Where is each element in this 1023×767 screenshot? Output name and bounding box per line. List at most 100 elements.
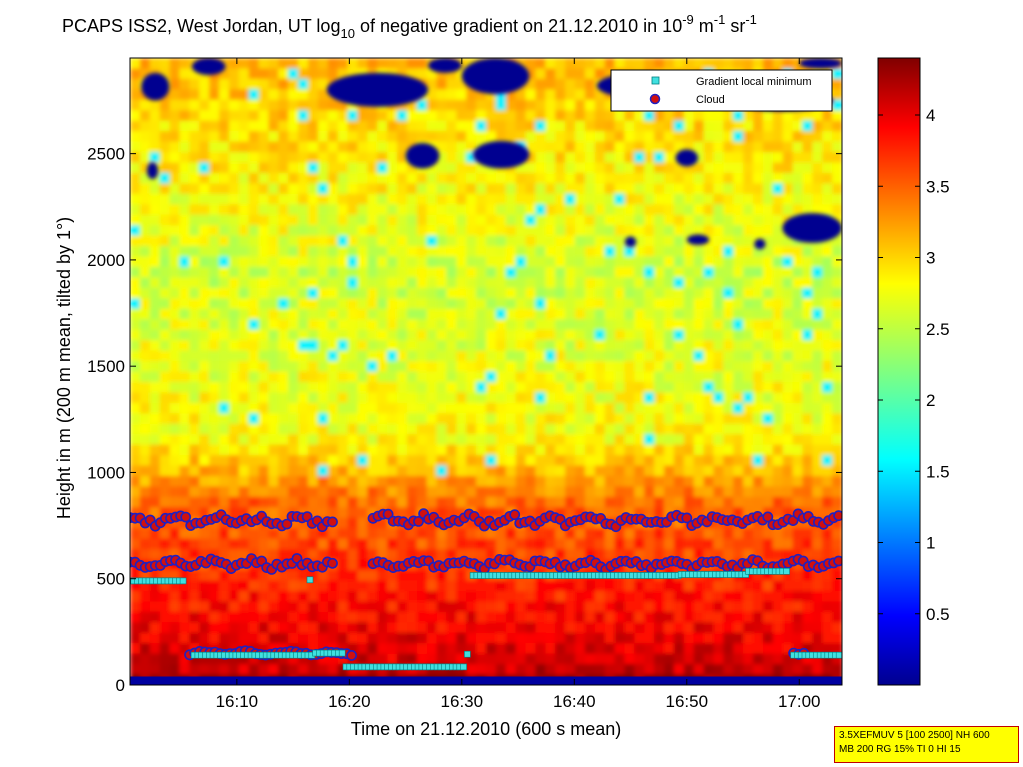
heatmap-cell xyxy=(258,465,270,477)
heatmap-cell xyxy=(832,570,842,582)
heatmap-cell xyxy=(624,329,636,342)
heatmap-cell xyxy=(812,350,824,362)
heatmap-cell xyxy=(792,204,804,216)
heatmap-cell xyxy=(634,58,646,70)
heatmap-cell xyxy=(565,507,576,519)
heatmap-cell xyxy=(228,549,240,561)
heatmap-cell xyxy=(664,162,675,174)
heatmap-cell xyxy=(802,298,814,310)
heatmap-cell xyxy=(624,538,636,551)
heatmap-cell xyxy=(466,392,478,404)
heatmap-cell xyxy=(278,235,290,247)
heatmap-cell xyxy=(782,528,794,540)
heatmap-cell xyxy=(594,152,606,164)
heatmap-cell xyxy=(664,371,675,383)
heatmap-cell xyxy=(387,319,398,331)
heatmap-cell xyxy=(486,507,497,519)
heatmap-cell xyxy=(288,434,300,446)
heatmap-cell xyxy=(288,99,300,112)
heatmap-cell xyxy=(743,528,754,540)
heatmap-cell xyxy=(288,423,300,436)
heatmap-cell xyxy=(219,120,230,133)
heatmap-cell xyxy=(555,486,567,498)
heatmap-cell xyxy=(199,434,211,446)
heatmap-cell xyxy=(713,277,725,289)
heatmap-cell xyxy=(594,434,606,446)
heatmap-cell xyxy=(347,528,359,540)
heatmap-cell xyxy=(673,465,685,477)
heatmap-cell xyxy=(555,392,567,404)
heatmap-cell xyxy=(248,214,260,227)
heatmap-cell xyxy=(753,350,764,362)
heatmap-cell xyxy=(278,152,290,164)
heatmap-cell xyxy=(169,235,181,247)
heatmap-cell xyxy=(802,476,814,488)
heatmap-cell xyxy=(772,319,784,331)
heatmap-cell xyxy=(545,329,557,342)
heatmap-cell xyxy=(812,632,824,645)
heatmap-cell xyxy=(406,444,418,456)
heatmap-cell xyxy=(189,235,201,247)
heatmap-cell xyxy=(456,319,468,331)
heatmap-cell xyxy=(693,204,705,216)
heatmap-cell xyxy=(466,329,478,342)
heatmap-cell xyxy=(703,601,715,613)
heatmap-cell xyxy=(545,465,557,477)
heatmap-cell xyxy=(654,246,665,258)
heatmap-cell xyxy=(664,298,675,310)
heatmap-cell xyxy=(199,476,211,488)
heatmap-cell xyxy=(545,141,557,153)
heatmap-cell xyxy=(189,413,201,425)
heatmap-cell xyxy=(476,423,487,436)
heatmap-cell xyxy=(782,413,794,425)
heatmap-cell xyxy=(723,193,735,206)
heatmap-cell xyxy=(436,141,448,153)
heatmap-cell xyxy=(812,267,824,279)
heatmap-cell xyxy=(130,455,141,467)
heatmap-cell xyxy=(179,361,191,373)
heatmap-cell xyxy=(624,653,636,665)
heatmap-cell xyxy=(169,246,181,258)
heatmap-cell xyxy=(802,444,814,456)
heatmap-cell xyxy=(476,267,487,279)
heatmap-cell xyxy=(278,392,290,404)
heatmap-cell xyxy=(802,611,814,624)
heatmap-cell xyxy=(644,141,656,153)
x-tick-label: 17:00 xyxy=(778,692,821,711)
heatmap-cell xyxy=(683,538,695,551)
heatmap-cell xyxy=(832,89,842,101)
heatmap-cell xyxy=(812,193,824,206)
heatmap-cell xyxy=(743,120,754,133)
heatmap-cell xyxy=(466,496,478,509)
heatmap-cell xyxy=(535,549,547,561)
heatmap-cell xyxy=(278,214,290,227)
heatmap-cell xyxy=(664,444,675,456)
heatmap-cell xyxy=(782,193,794,206)
heatmap-cell xyxy=(327,653,339,665)
heatmap-cell xyxy=(268,350,280,362)
heatmap-cell xyxy=(614,549,626,561)
heatmap-cell xyxy=(436,246,448,258)
heatmap-cell xyxy=(772,476,784,488)
heatmap-cell xyxy=(822,392,834,404)
heatmap-cell xyxy=(703,538,715,551)
low-value-patch xyxy=(191,58,226,76)
heatmap-cell xyxy=(723,643,735,655)
heatmap-cell xyxy=(436,549,448,561)
heatmap-cell xyxy=(327,340,339,352)
heatmap-cell xyxy=(515,204,527,216)
heatmap-cell xyxy=(130,423,141,436)
heatmap-cell xyxy=(762,340,774,352)
heatmap-cell xyxy=(367,423,379,436)
low-value-patch xyxy=(326,72,429,107)
heatmap-cell xyxy=(703,214,715,227)
y-tick-label: 2500 xyxy=(87,145,125,164)
heatmap-cell xyxy=(604,496,616,509)
heatmap-cell xyxy=(308,246,319,258)
heatmap-cell xyxy=(693,632,705,645)
heatmap-cell xyxy=(565,287,576,300)
heatmap-cell xyxy=(693,58,705,70)
heatmap-cell xyxy=(723,590,735,603)
heatmap-cell xyxy=(278,507,290,519)
heatmap-cell xyxy=(436,402,448,415)
